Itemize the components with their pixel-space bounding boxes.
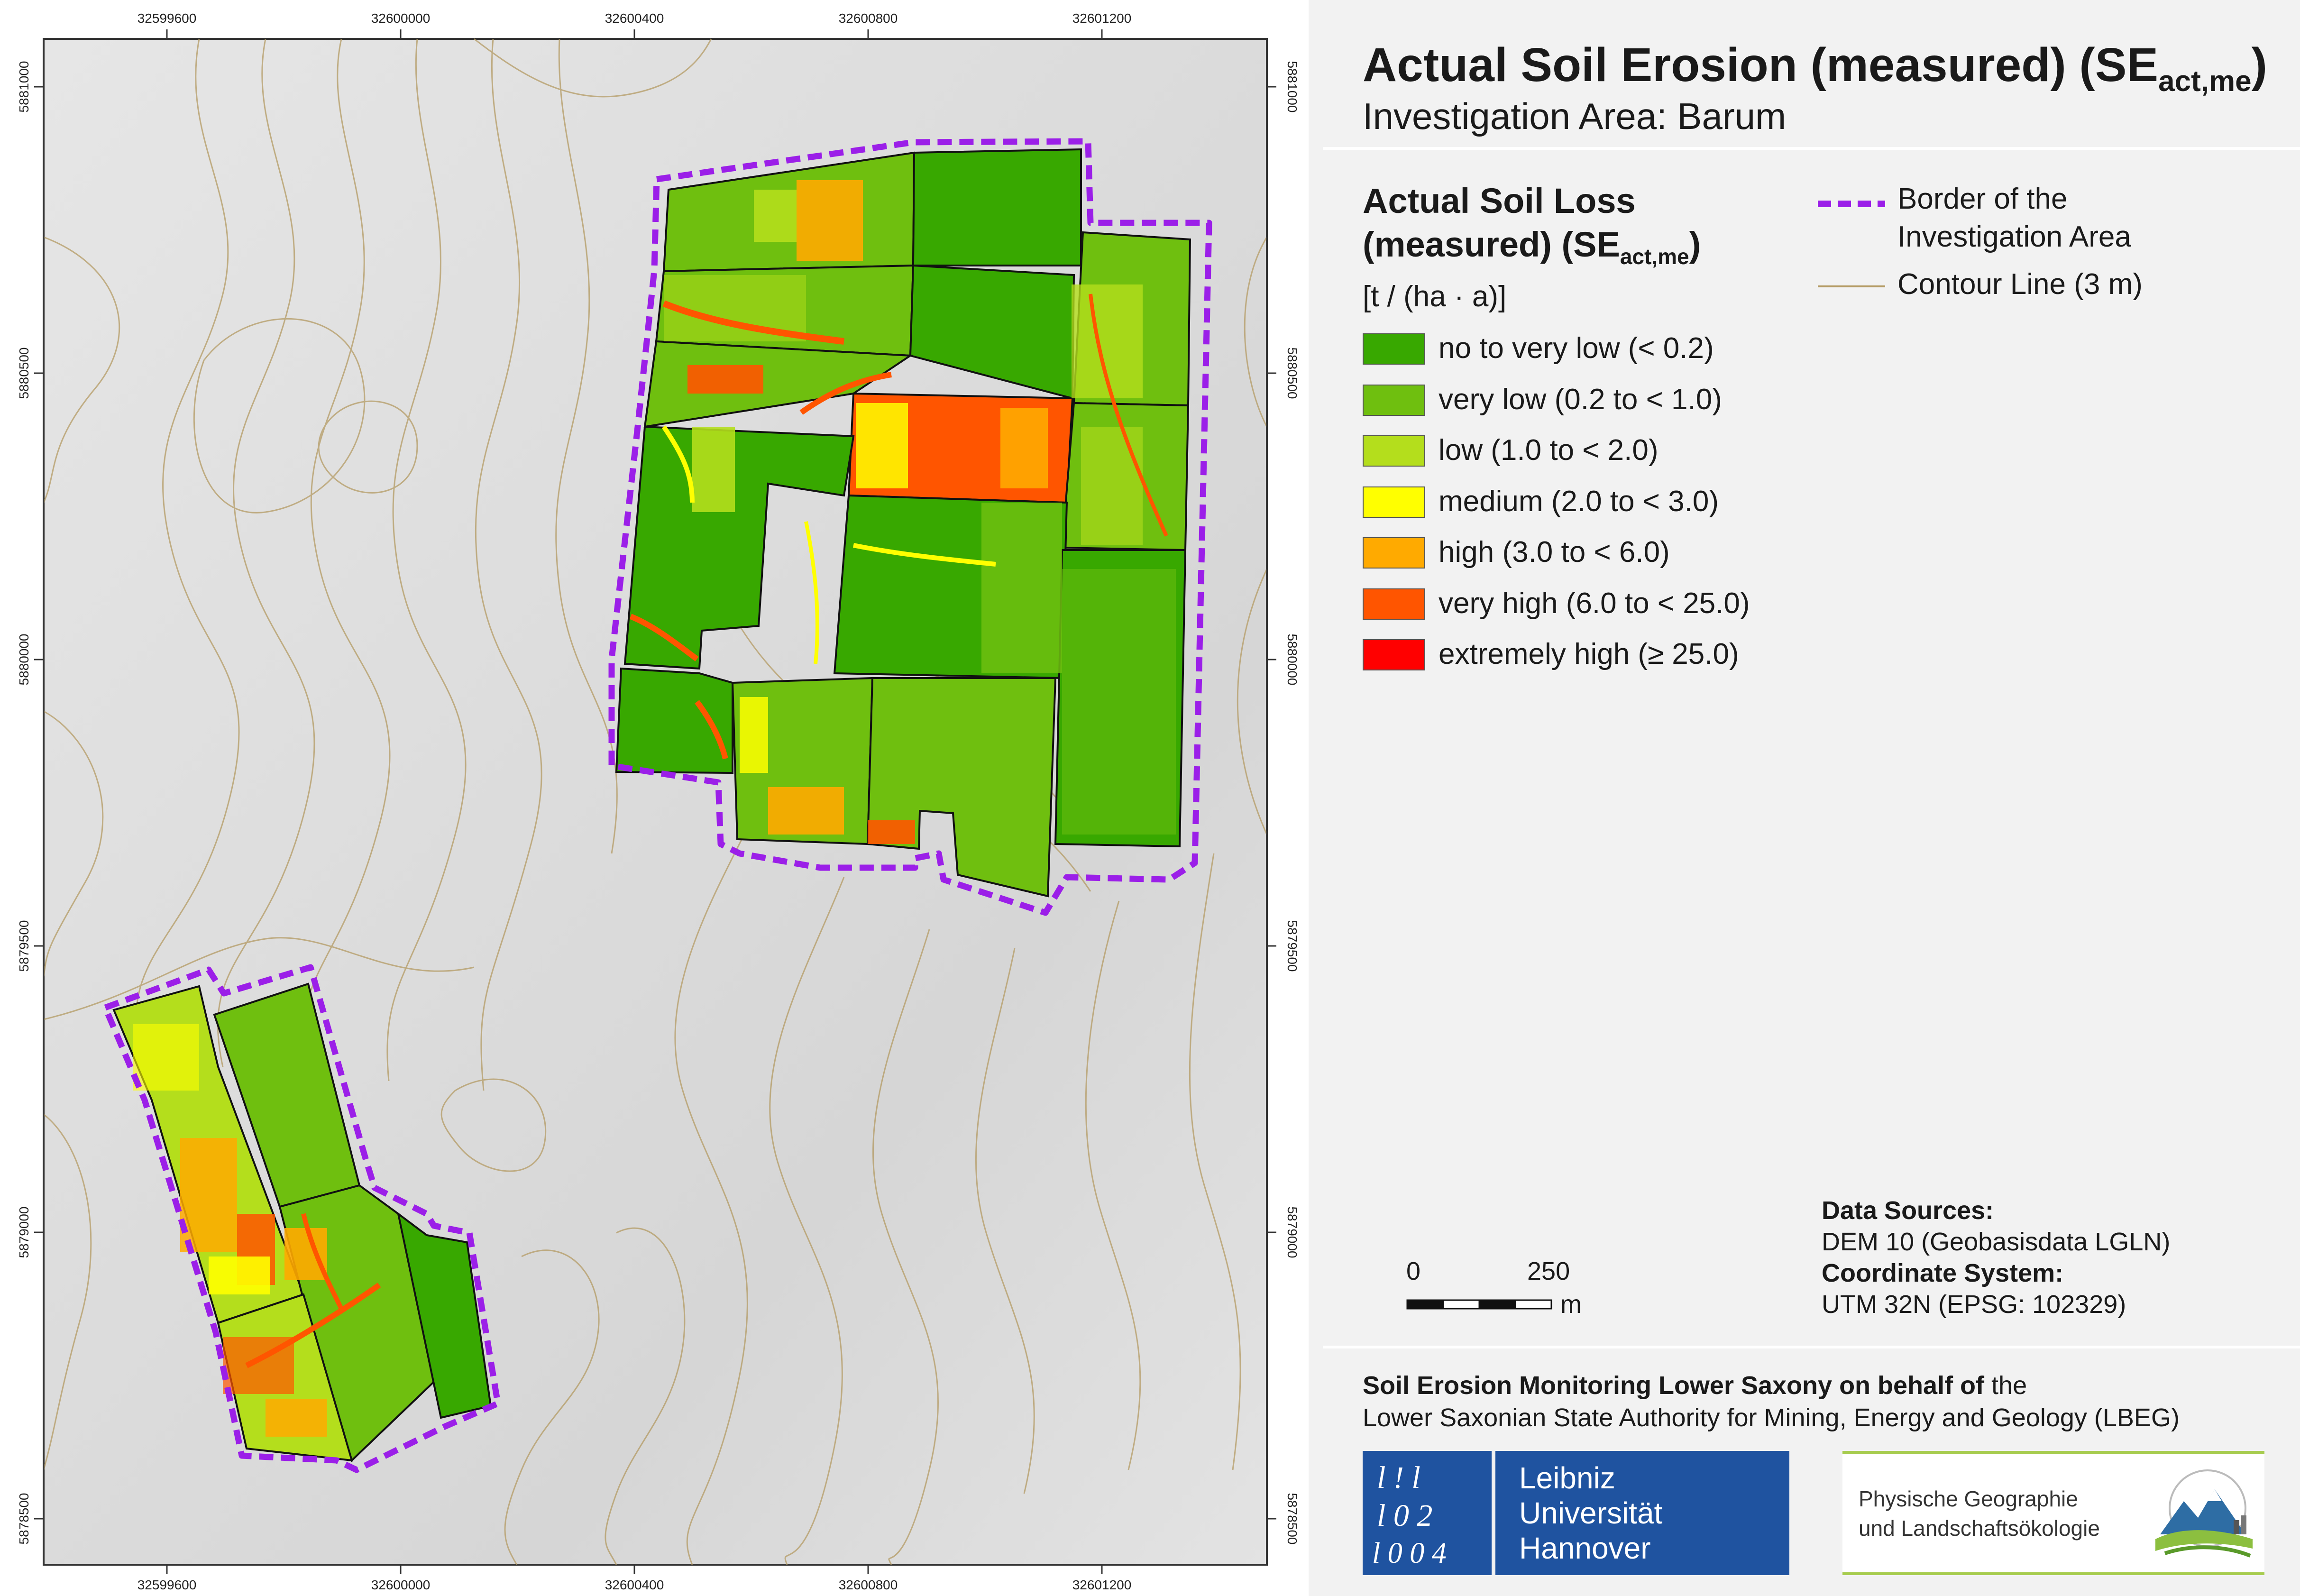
- flow-path: [804, 521, 819, 664]
- leibniz-university-logo: l ! l l 0 2 l 0 0 4 Leibniz Universität …: [1363, 1451, 1789, 1575]
- hotspot: [209, 1257, 270, 1294]
- legend-swatch: [1363, 486, 1425, 518]
- x-ticks-bottom: 32599600 32600000 32600400 32600800 32601200: [137, 1565, 1132, 1592]
- map-title: Actual Soil Erosion (measured) (SEact,me…: [1363, 38, 2267, 98]
- legend-swatch: [1363, 435, 1425, 467]
- coordinate-tick-label: 32600000: [371, 11, 431, 26]
- coordinate-tick-label: 5881000: [17, 61, 31, 112]
- hotspot: [856, 403, 908, 488]
- hotspot: [797, 180, 863, 261]
- flow-path: [695, 700, 728, 760]
- coordinate-tick-label: 5879000: [1285, 1206, 1300, 1258]
- flow-path: [853, 543, 996, 567]
- map-frame: 32599600 32600000 32600400 32600800 32601200…: [0, 0, 1309, 1596]
- legend-units: [t / (ha · a)]: [1363, 280, 1507, 313]
- hotspot: [754, 190, 797, 242]
- hotspot: [1000, 408, 1048, 488]
- legend-heading: Actual Soil Loss (measured) (SEact,me): [1363, 181, 1701, 269]
- coordinate-tick-label: 32600800: [839, 1578, 898, 1592]
- y-ticks-left: 5881000 5880500 5880000 5879500 5879000 58785…: [17, 61, 44, 1545]
- coordinate-tick-label: 32600000: [371, 1578, 431, 1592]
- hotspot: [1062, 569, 1176, 835]
- hotspot: [133, 1024, 199, 1091]
- hotspot: [768, 787, 844, 835]
- coordinate-tick-label: 32601200: [1072, 1578, 1132, 1592]
- coordinate-tick-label: 32600800: [839, 11, 898, 26]
- scale-bar-graphic: [1406, 1299, 1552, 1310]
- coordinate-tick-label: 32599600: [137, 11, 197, 26]
- legend-swatch: [1363, 333, 1425, 365]
- luh-mark-icon: l ! l l 0 2 l 0 0 4: [1372, 1460, 1447, 1569]
- flow-path: [662, 300, 844, 345]
- flow-path: [661, 425, 695, 503]
- field-n2[interactable]: [912, 148, 1082, 266]
- coordinate-tick-label: 5879500: [1285, 920, 1300, 972]
- coordinate-tick-label: 5879000: [17, 1206, 31, 1258]
- coordinate-tick-label: 5881000: [1285, 61, 1300, 112]
- svg-text:l ! l: l ! l: [1377, 1460, 1420, 1495]
- coordinate-tick-label: 5880000: [17, 633, 31, 685]
- coordinate-tick-label: 5879500: [17, 920, 31, 972]
- flow-path: [301, 1213, 344, 1310]
- coordinate-tick-label: 32600400: [605, 1578, 664, 1592]
- legend-class-label: high (3.0 to < 6.0): [1439, 536, 1670, 569]
- panel-divider: [1323, 1346, 2300, 1348]
- footer-credit: Soil Erosion Monitoring Lower Saxony on …: [1363, 1371, 2180, 1432]
- flow-path: [799, 372, 892, 415]
- hotspot: [981, 503, 1062, 673]
- physische-geographie-logo: Physische Geographie und Landschaftsökol…: [1842, 1451, 2264, 1575]
- legend-class-label: very high (6.0 to < 25.0): [1439, 587, 1750, 620]
- coordinate-tick-label: 32601200: [1072, 11, 1132, 26]
- landscape-globe-icon: [2155, 1469, 2253, 1558]
- legend-swatch: [1363, 588, 1425, 620]
- legend-class-label: extremely high (≥ 25.0): [1439, 638, 1739, 670]
- legend-class-label: low (1.0 to < 2.0): [1439, 434, 1659, 467]
- coordinate-tick-label: 5880500: [1285, 347, 1300, 399]
- contour-line-symbol: [1818, 285, 1885, 287]
- hotspot: [910, 403, 1010, 495]
- flow-path: [245, 1283, 381, 1368]
- north-investigation-area[interactable]: [615, 148, 1191, 898]
- hotspot: [868, 820, 915, 844]
- hotspot: [740, 697, 768, 773]
- hotspot: [692, 427, 735, 512]
- map-axes: [43, 39, 1268, 1565]
- erosion-map[interactable]: 32599600 32600000 32600400 32600800 32601200…: [0, 0, 1309, 1596]
- field-s4[interactable]: [396, 1211, 492, 1419]
- hotspot: [687, 365, 763, 394]
- coordinate-tick-label: 5878500: [17, 1493, 31, 1544]
- dashed-border-symbol: [1818, 201, 1885, 207]
- flow-path: [1089, 294, 1168, 537]
- legend-panel: Actual Soil Erosion (measured) (SEact,me…: [1323, 0, 2300, 1596]
- svg-text:l 0 2: l 0 2: [1377, 1498, 1432, 1533]
- coordinate-tick-label: 5880000: [1285, 633, 1300, 685]
- investigation-area-borders: [102, 138, 1212, 1473]
- flow-path: [629, 614, 699, 661]
- hotspot: [1081, 427, 1143, 545]
- legend-class-label: medium (2.0 to < 3.0): [1439, 485, 1719, 518]
- panel-divider: [1323, 147, 2300, 150]
- field-n12[interactable]: [615, 667, 733, 774]
- data-sources: Data Sources: DEM 10 (Geobasisdata LGLN)…: [1822, 1196, 2171, 1319]
- south-investigation-area[interactable]: [112, 982, 492, 1462]
- coordinate-tick-label: 32600400: [605, 11, 664, 26]
- x-ticks-top: 32599600 32600000 32600400 32600800 32601200: [137, 11, 1132, 39]
- coordinate-tick-label: 5880500: [17, 347, 31, 399]
- hotspot: [266, 1399, 327, 1437]
- map-subtitle: Investigation Area: Barum: [1363, 95, 1787, 137]
- hotspot: [180, 1138, 237, 1252]
- field-n8[interactable]: [623, 425, 855, 670]
- legend-class-label: very low (0.2 to < 1.0): [1439, 383, 1722, 416]
- y-ticks-right: 5881000 5880500 5880000 5879500 5879000 58785…: [1267, 61, 1300, 1545]
- legend-swatch: [1363, 639, 1425, 670]
- hotspot: [284, 1228, 327, 1280]
- legend-class-label: no to very low (< 0.2): [1439, 332, 1714, 365]
- coordinate-tick-label: 32599600: [137, 1578, 197, 1592]
- legend-swatch: [1363, 537, 1425, 569]
- legend-swatch: [1363, 384, 1425, 416]
- coordinate-tick-label: 5878500: [1285, 1493, 1300, 1544]
- svg-text:l 0 0 4: l 0 0 4: [1372, 1537, 1447, 1569]
